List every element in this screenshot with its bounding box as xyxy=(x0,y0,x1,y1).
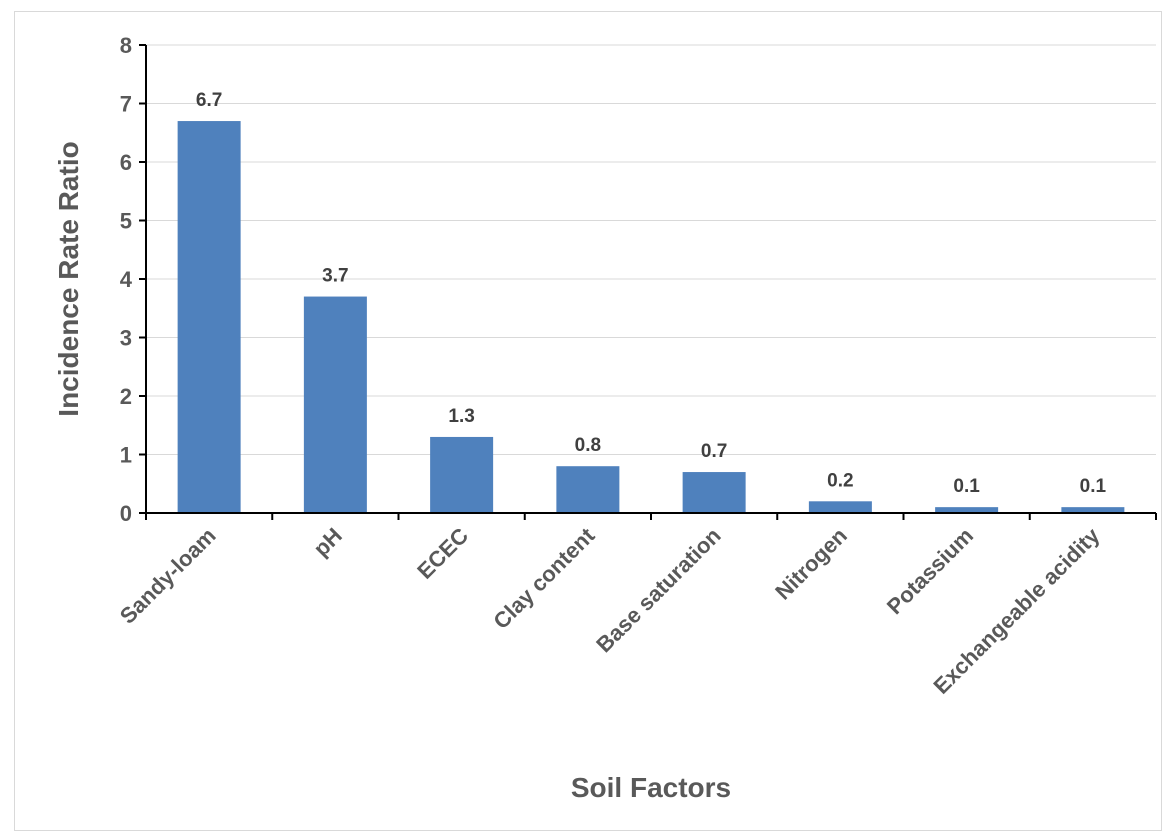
chart-frame: 0 1 2 3 4 5 6 7 8 Sandy-loam pH ECEC Clay content Ba… xyxy=(14,11,1162,831)
x-category-label: ECEC xyxy=(412,523,473,584)
y-tick-label: 6 xyxy=(120,150,132,175)
x-axis-title: Soil Factors xyxy=(571,772,731,803)
data-label: 0.1 xyxy=(1080,476,1107,497)
data-label: 0.1 xyxy=(953,476,980,497)
y-tick-label: 8 xyxy=(120,33,132,58)
x-category-label: Potassium xyxy=(882,523,978,619)
y-tick-labels: 0 1 2 3 4 5 6 7 8 xyxy=(120,33,133,526)
bar xyxy=(682,472,746,513)
x-category-label: pH xyxy=(308,523,346,561)
bars xyxy=(177,121,1125,514)
data-label: 0.2 xyxy=(827,470,853,491)
data-label: 6.7 xyxy=(196,90,222,111)
data-label: 0.7 xyxy=(701,441,727,462)
y-tick-label: 2 xyxy=(120,384,132,409)
y-tick-label: 3 xyxy=(120,326,132,351)
x-category-label: Sandy-loam xyxy=(115,523,221,629)
bar xyxy=(303,296,367,513)
bar xyxy=(1061,507,1125,513)
bar-chart: 0 1 2 3 4 5 6 7 8 Sandy-loam pH ECEC Clay contentBa… xyxy=(53,33,1157,803)
y-tick-label: 7 xyxy=(120,92,132,117)
bar xyxy=(556,466,620,513)
data-label: 0.8 xyxy=(575,435,601,456)
bar xyxy=(808,501,872,513)
x-category-label: Nitrogen xyxy=(770,523,852,605)
y-tick-label: 4 xyxy=(120,267,133,292)
bar xyxy=(430,436,494,513)
bar xyxy=(177,121,241,514)
data-label: 3.7 xyxy=(322,266,348,287)
y-tick-label: 5 xyxy=(120,209,132,234)
data-labels: 6.7 3.7 1.3 0.8 0.7 0.2 0.1 0.1 xyxy=(196,90,1107,497)
gridlines xyxy=(146,44,1156,455)
bar xyxy=(935,507,999,513)
data-label: 1.3 xyxy=(448,406,474,427)
x-category-label: Clay content xyxy=(488,522,600,634)
x-category-label: Base saturation xyxy=(591,523,725,657)
axes xyxy=(139,44,1157,520)
y-axis-title: Incidence Rate Ratio xyxy=(53,141,84,416)
y-tick-label: 0 xyxy=(120,501,132,526)
y-tick-label: 1 xyxy=(120,443,132,468)
